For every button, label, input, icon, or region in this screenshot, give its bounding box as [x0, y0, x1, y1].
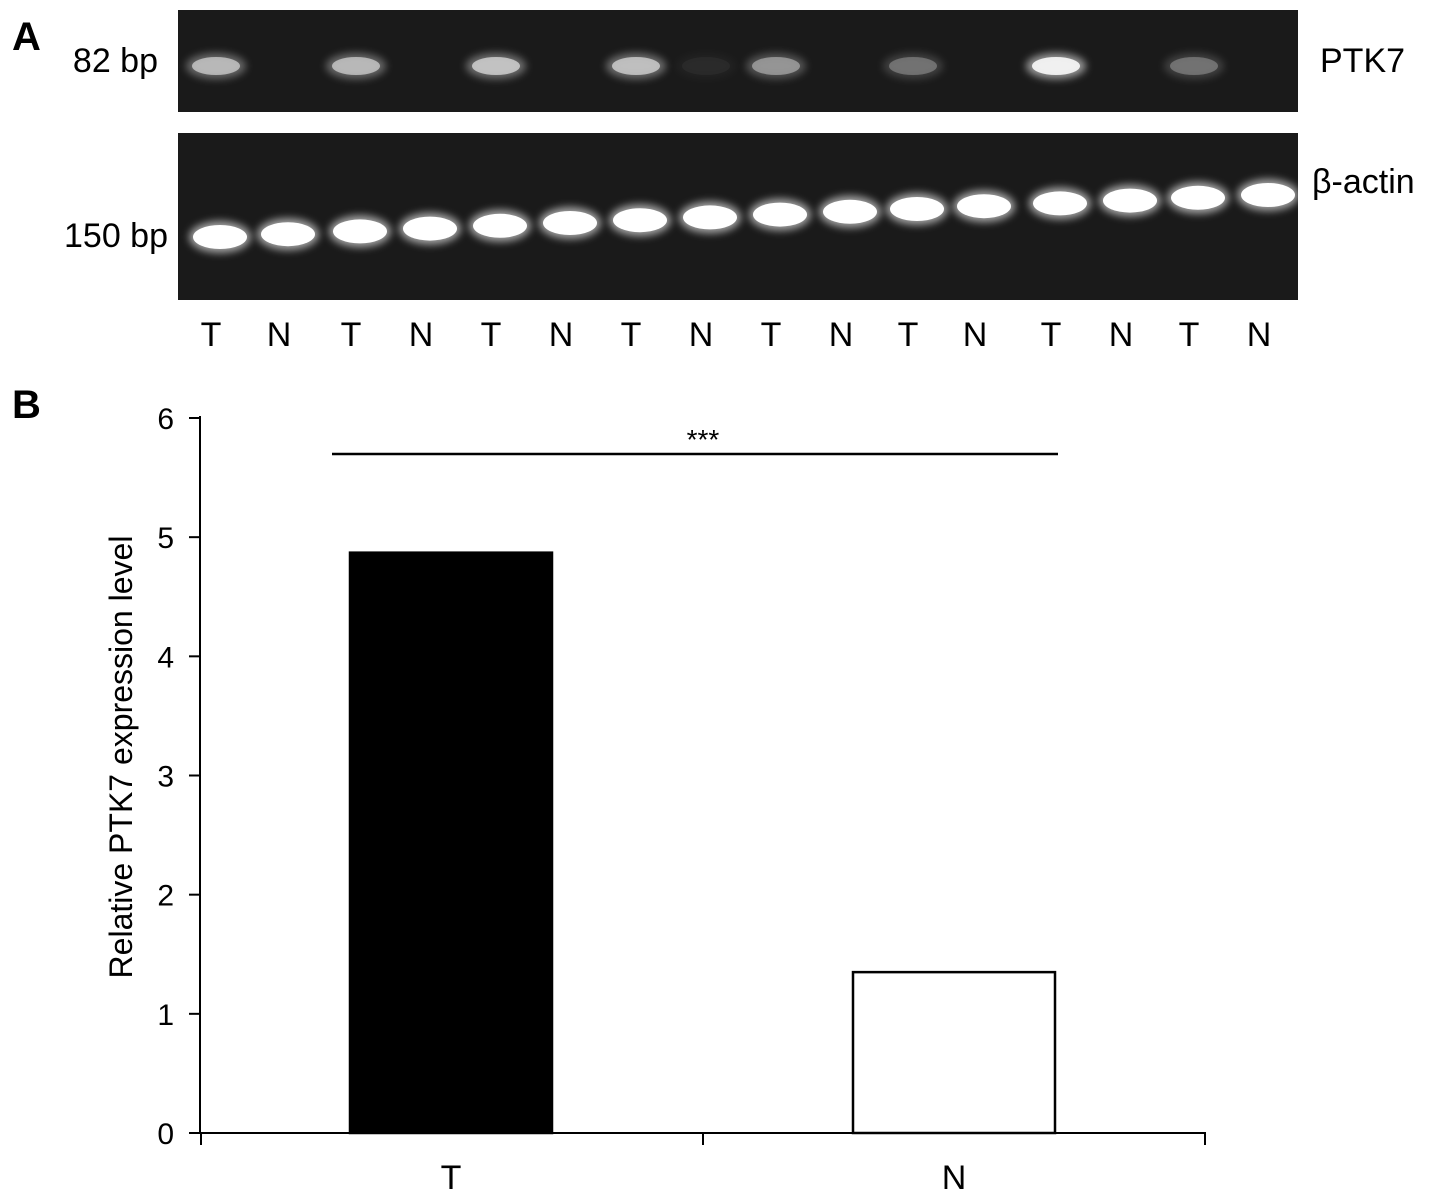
ptk7-band [606, 53, 666, 79]
lane-label: N [1109, 316, 1134, 354]
x-ticks [200, 1133, 1206, 1145]
y-tick-label: 4 [157, 641, 174, 674]
y-ticks: 0 1 2 3 4 5 6 [157, 403, 200, 1151]
lane-label: T [201, 316, 222, 354]
lane-label: T [621, 316, 642, 354]
significance-marker: *** [687, 424, 720, 455]
lane-label: N [1247, 316, 1272, 354]
x-tick-label: N [942, 1159, 967, 1197]
lane-label: T [481, 316, 502, 354]
lane-label: N [963, 316, 988, 354]
actin-size-label: 150 bp [64, 217, 168, 255]
ptk7-gel [178, 10, 1298, 112]
lane-label: T [341, 316, 362, 354]
y-tick-label: 2 [157, 880, 174, 913]
actin-gene-label: β-actin [1312, 163, 1415, 201]
actin-band [1167, 181, 1229, 214]
actin-band [1029, 187, 1091, 220]
actin-bands [189, 179, 1299, 253]
lane-label: N [267, 316, 292, 354]
ptk7-band [883, 53, 943, 79]
ptk7-band [326, 53, 386, 79]
ptk7-band [682, 57, 730, 75]
actin-band [257, 218, 319, 251]
actin-band [539, 207, 601, 239]
actin-gel [178, 133, 1299, 300]
y-tick-label: 1 [157, 999, 174, 1032]
actin-band [679, 201, 741, 234]
bar-t [348, 551, 554, 1135]
lane-label: N [689, 316, 714, 354]
ptk7-band [1164, 53, 1224, 79]
lane-label: T [898, 316, 919, 354]
ptk7-band [186, 53, 246, 79]
actin-band [1099, 184, 1161, 217]
panel-b-label: B [12, 383, 41, 427]
actin-band [886, 193, 948, 225]
y-tick-label: 6 [157, 403, 174, 436]
ptk7-band [746, 53, 806, 79]
lane-label: N [829, 316, 854, 354]
ptk7-band [1026, 53, 1086, 79]
lane-label: N [409, 316, 434, 354]
actin-band [399, 212, 461, 245]
bar-n [851, 970, 1057, 1135]
x-tick-label: T [441, 1159, 462, 1197]
ptk7-band [466, 53, 526, 79]
actin-band [189, 221, 251, 253]
panel-a-label: A [12, 15, 41, 59]
ptk7-bands [186, 53, 1224, 79]
actin-band [819, 195, 881, 228]
y-tick-label: 0 [157, 1118, 174, 1151]
actin-band [609, 204, 671, 237]
actin-band [749, 198, 811, 231]
bars [348, 551, 1057, 1135]
actin-band [953, 190, 1015, 223]
actin-band [469, 209, 531, 242]
actin-band [329, 215, 391, 248]
lane-label: T [761, 316, 782, 354]
ptk7-size-label: 82 bp [73, 42, 158, 80]
y-tick-label: 3 [157, 761, 174, 794]
lane-label: T [1041, 316, 1062, 354]
lane-label: T [1179, 316, 1200, 354]
y-tick-label: 5 [157, 522, 174, 555]
ptk7-gene-label: PTK7 [1320, 42, 1405, 80]
actin-band [1237, 179, 1299, 211]
lane-label: N [549, 316, 574, 354]
y-axis-title: Relative PTK7 expression level [103, 536, 139, 979]
